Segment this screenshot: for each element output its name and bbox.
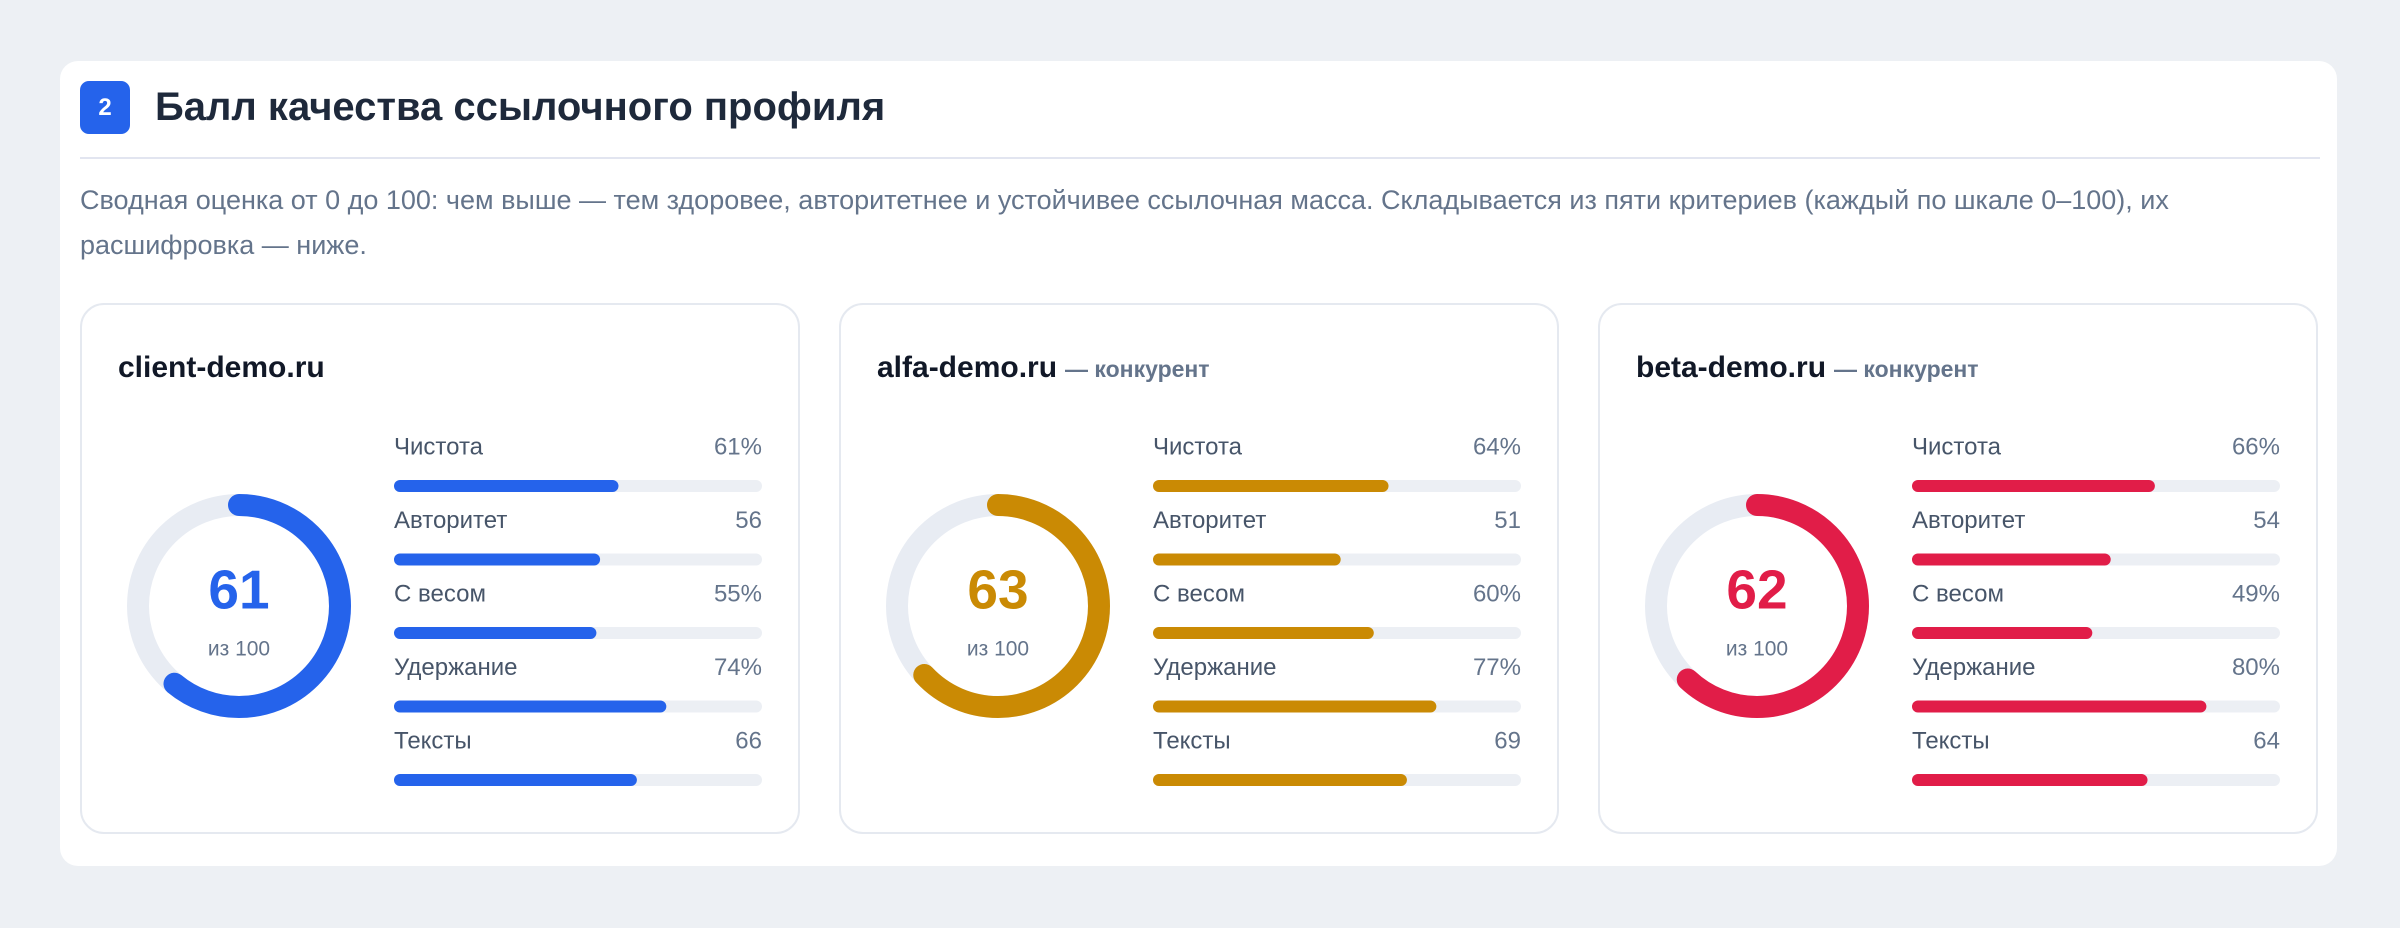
gauge-arc <box>886 494 1110 718</box>
card-suffix: — конкурент <box>1834 356 1979 382</box>
metric-bar <box>1912 627 2093 639</box>
metric-label: Чистота <box>394 433 484 460</box>
section-title: Балл качества ссылочного профиля <box>155 85 886 129</box>
metric-value: 64% <box>1473 433 1521 460</box>
metric-bar <box>1912 480 2155 492</box>
card-name-row: client-demo.ru <box>118 351 325 385</box>
metric-value: 77% <box>1473 654 1521 681</box>
gauge-score: 62 <box>1726 559 1787 621</box>
metric-label: Авторитет <box>1153 507 1266 534</box>
metric-value: 64 <box>2253 727 2280 754</box>
metric-value: 55% <box>714 580 762 607</box>
card-graphics: 61 из 100 Чистота 61% Авторитет 56 С весом 55% У… <box>127 433 762 786</box>
metric-bar <box>1912 700 2207 713</box>
metric-value: 61% <box>714 433 762 460</box>
description: Сводная оценка от 0 до 100: чем выше — т… <box>80 185 2169 260</box>
metric-value: 80% <box>2232 654 2280 681</box>
metric-bar <box>394 480 619 492</box>
metric-label: Удержание <box>394 654 517 681</box>
metric-label: Тексты <box>1153 727 1231 754</box>
metric-bar <box>1153 700 1437 713</box>
card-name: beta-demo.ru <box>1636 351 1827 384</box>
section-badge: 2 <box>80 81 130 134</box>
metric-value: 56 <box>735 507 762 534</box>
metric-bar <box>394 553 601 566</box>
metric-value: 66 <box>735 727 762 754</box>
metric-bar <box>1153 774 1407 786</box>
card-name: client-demo.ru <box>118 351 325 384</box>
metric-value: 66% <box>2232 433 2280 460</box>
gauge-score: 63 <box>967 559 1028 621</box>
metric-label: Чистота <box>1153 433 1243 460</box>
metric-bar <box>1912 553 2111 566</box>
metric-label: Тексты <box>394 727 472 754</box>
metric-bar <box>1153 553 1341 566</box>
metric-label: Тексты <box>1912 727 1990 754</box>
metric-bar <box>1153 480 1389 492</box>
metric-bar <box>394 700 667 713</box>
gauge-arc <box>1645 494 1869 718</box>
metric-value: 51 <box>1494 507 1521 534</box>
metric-bar <box>1912 774 2148 786</box>
card-name: alfa-demo.ru <box>877 351 1058 384</box>
card-graphics: 62 из 100 Чистота 66% Авторитет 54 С весом 49% У… <box>1645 433 2280 786</box>
card-name-row: beta-demo.ru — конкурент <box>1636 351 1979 385</box>
metric-label: С весом <box>1912 580 2004 607</box>
metric-label: Авторитет <box>394 507 507 534</box>
metric-label: Удержание <box>1912 654 2035 681</box>
metric-value: 74% <box>714 654 762 681</box>
card-graphics: 63 из 100 Чистота 64% Авторитет 51 С весом 60% У… <box>886 433 1521 786</box>
metric-label: Чистота <box>1912 433 2002 460</box>
card: client-demo.ru 61 из 100 Чистота 61% Авторите… <box>80 303 800 834</box>
metric-value: 54 <box>2253 507 2280 534</box>
gauge-arc <box>127 494 351 718</box>
metric-bar <box>1153 627 1374 639</box>
gauge-caption: из 100 <box>1726 638 1788 661</box>
gauge-score: 61 <box>208 559 269 621</box>
metric-value: 69 <box>1494 727 1521 754</box>
metric-label: С весом <box>1153 580 1245 607</box>
card-suffix: — конкурент <box>1065 356 1210 382</box>
card-name-row: alfa-demo.ru — конкурент <box>877 351 1210 385</box>
metric-value: 60% <box>1473 580 1521 607</box>
metric-label: С весом <box>394 580 486 607</box>
gauge-caption: из 100 <box>967 638 1029 661</box>
metric-value: 49% <box>2232 580 2280 607</box>
metric-label: Удержание <box>1153 654 1276 681</box>
card: beta-demo.ru — конкурент 62 из 100 Чистота 66… <box>1598 303 2318 834</box>
metric-bar <box>394 774 637 786</box>
metric-label: Авторитет <box>1912 507 2025 534</box>
divider <box>80 157 2320 159</box>
card: alfa-demo.ru — конкурент 63 из 100 Чистота 64… <box>839 303 1559 834</box>
metric-bar <box>394 627 597 639</box>
gauge-caption: из 100 <box>208 638 270 661</box>
